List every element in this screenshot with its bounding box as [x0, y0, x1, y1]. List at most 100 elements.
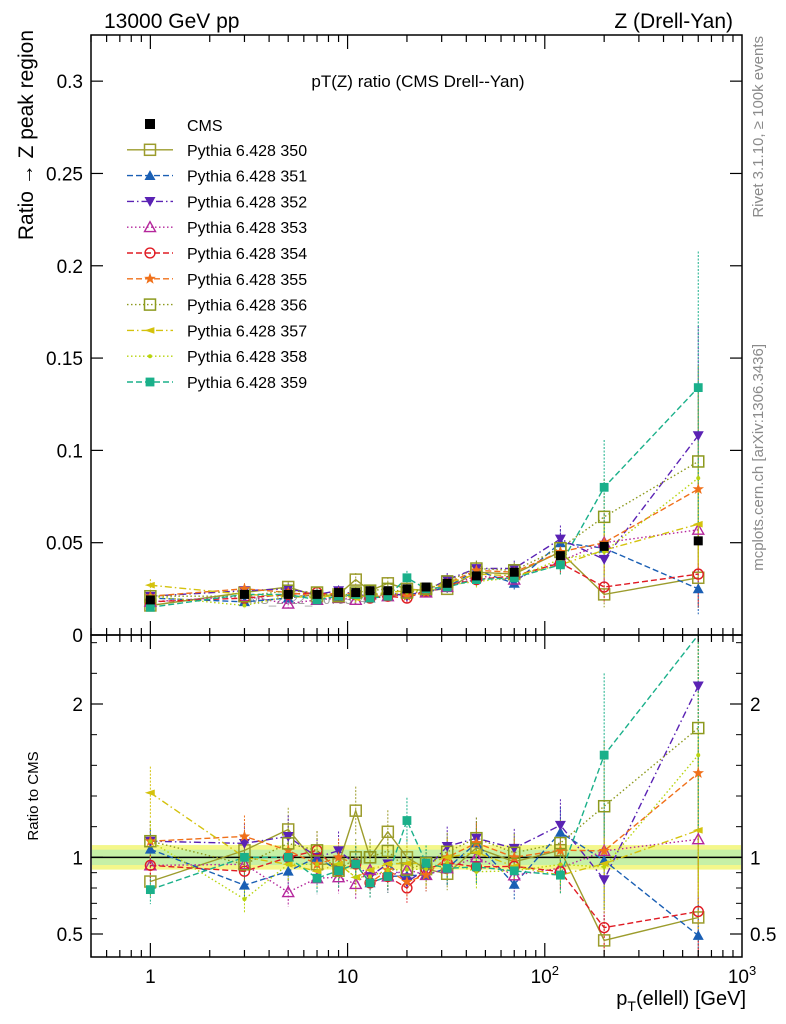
- legend-cms-marker: [145, 119, 155, 129]
- ratio-point: [554, 826, 566, 837]
- ratio-y-tick-label-right: 0.5: [750, 925, 776, 946]
- ratio-point: [692, 905, 704, 918]
- ratio-point: [238, 830, 251, 842]
- header-process-label: 13000 GeV pp: [104, 10, 239, 33]
- ratio-plot-frame: [90, 634, 743, 958]
- ratio-point: [691, 721, 705, 735]
- legend-label: Pythia 6.428 352: [187, 194, 307, 211]
- cms-data-point: [283, 589, 293, 599]
- main-point: [597, 510, 611, 524]
- legend-marker: [144, 272, 156, 284]
- cms-data-point: [421, 582, 431, 592]
- legend-marker: [148, 354, 152, 359]
- legend-label: Pythia 6.428 357: [187, 323, 307, 340]
- legend-marker: [143, 298, 157, 311]
- ratio-point: [470, 836, 483, 848]
- ratio-point: [148, 839, 153, 844]
- cms-data-point: [239, 589, 249, 599]
- ratio-point: [349, 804, 362, 817]
- ratio-point: [282, 832, 294, 842]
- main-point: [349, 573, 362, 586]
- ratio-point: [282, 865, 294, 876]
- ratio-point: [311, 867, 322, 875]
- x-tick-label: 10: [337, 967, 358, 988]
- cms-data-point: [599, 541, 609, 551]
- ratio-point: [310, 844, 324, 857]
- x-tick-label: 102: [531, 963, 559, 988]
- main-point: [696, 476, 701, 481]
- main-point: [144, 581, 155, 589]
- ratio-point: [692, 826, 703, 834]
- ratio-point: [424, 867, 429, 872]
- ratio-y-tick-label-right: 2: [750, 695, 761, 716]
- cms-data-point: [334, 588, 344, 598]
- cms-data-point: [365, 586, 375, 596]
- legend-label: Pythia 6.428 351: [187, 169, 307, 186]
- cms-data-point: [402, 584, 412, 594]
- ratio-point: [238, 838, 250, 849]
- cms-data-point: [442, 578, 452, 588]
- ratio-point: [237, 857, 252, 870]
- ratio-point: [509, 866, 519, 876]
- main-chart-title: pT(Z) ratio (CMS Drell--Yan): [311, 72, 524, 91]
- ratio-y-axis-label: Ratio to CMS: [25, 751, 42, 840]
- main-point: [145, 602, 155, 612]
- ratio-point: [382, 860, 393, 868]
- ratio-point: [692, 930, 704, 940]
- main-y-tick-label: 0.1: [57, 441, 83, 462]
- ratio-point: [333, 846, 345, 857]
- legend-label: Pythia 6.428 350: [187, 143, 307, 160]
- ratio-point: [144, 789, 155, 797]
- ratio-point: [471, 862, 481, 872]
- ratio-point: [144, 859, 157, 872]
- ratio-series-line: [150, 727, 699, 872]
- ratio-point: [144, 843, 156, 854]
- mcplots-label: mcplots.cern.ch [arXiv:1306.3436]: [750, 344, 767, 571]
- ratio-point: [402, 816, 412, 825]
- ratio-point: [144, 834, 157, 848]
- main-point: [691, 571, 705, 585]
- main-series-line: [150, 488, 699, 599]
- main-point: [691, 455, 705, 468]
- main-y-tick-label: 0.2: [57, 257, 83, 278]
- ratio-point: [421, 858, 431, 868]
- main-point: [401, 590, 413, 602]
- main-series-line: [150, 460, 699, 597]
- ratio-point: [554, 836, 567, 850]
- ratio-point: [696, 753, 701, 758]
- ratio-point: [470, 849, 481, 856]
- ratio-point: [381, 825, 395, 839]
- ratio-point: [404, 867, 409, 872]
- ratio-series-line: [150, 772, 699, 884]
- main-point: [312, 595, 322, 605]
- main-point: [692, 483, 704, 494]
- ratio-point: [598, 921, 610, 934]
- main-point: [383, 591, 393, 601]
- ratio-point: [598, 860, 609, 868]
- cms-data-point: [693, 536, 703, 546]
- ratio-point: [282, 844, 294, 856]
- legend-label: Pythia 6.428 355: [187, 272, 307, 289]
- legend-label: Pythia 6.428 358: [187, 349, 307, 366]
- legend-marker: [143, 143, 157, 157]
- ratio-series-line: [150, 754, 699, 901]
- main-y-tick-label: 0.05: [46, 534, 83, 555]
- ratio-point: [336, 862, 341, 866]
- ratio-point: [368, 874, 373, 879]
- ratio-point: [508, 878, 520, 889]
- ratio-series-line: [150, 634, 699, 891]
- ratio-point: [692, 767, 704, 778]
- rivet-version-label: Rivet 3.1.10, ≥ 100k events: [750, 36, 767, 218]
- ratio-point: [558, 862, 563, 867]
- cms-data-point: [145, 595, 155, 605]
- main-point: [693, 383, 703, 393]
- ratio-point: [283, 852, 293, 862]
- cms-data-point: [351, 588, 361, 598]
- legend-marker: [144, 170, 156, 180]
- main-point: [365, 593, 375, 603]
- cms-data-point: [312, 589, 322, 599]
- ratio-y-tick-label: 2: [72, 695, 83, 716]
- legend-label: Pythia 6.428 356: [187, 298, 307, 315]
- ratio-point: [400, 862, 414, 875]
- ratio-point: [602, 864, 607, 869]
